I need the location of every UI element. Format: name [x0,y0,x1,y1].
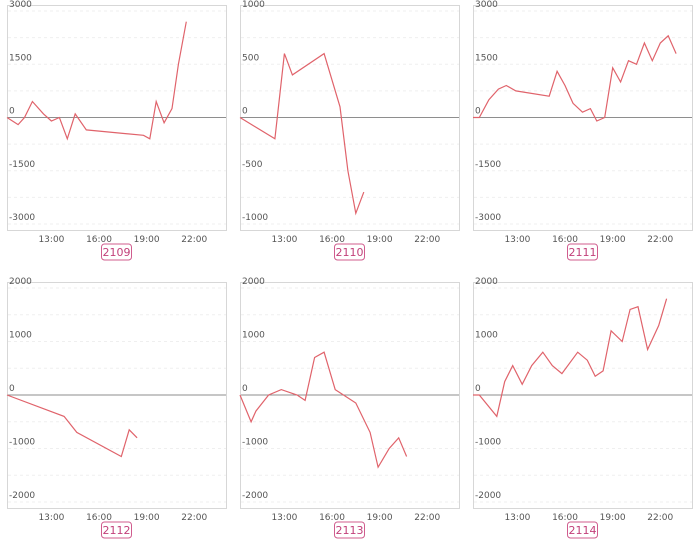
y-tick-label: -1500 [475,160,501,170]
contract-badge-2113[interactable]: 2113 [334,521,365,539]
badge-label: 2113 [336,524,364,537]
x-tick-label: 19:00 [600,513,626,523]
chart-panel-2109: 3000 1500 0 -1500 -3000 13:00 16:00 19:00 22:00 2… [6,0,227,261]
series-line-2113 [239,351,408,469]
y-tick-label: 0 [242,384,248,394]
contract-badge-2111[interactable]: 2111 [567,243,598,261]
y-tick-label: 0 [475,384,481,394]
x-tick-label: 22:00 [181,513,207,523]
badge-frame [101,521,132,539]
badge-frame [334,521,365,539]
y-tick-label: 1000 [475,331,498,341]
x-tick-label: 16:00 [86,513,112,523]
y-tick-label: 3000 [475,0,498,10]
y-tick-label: -3000 [9,213,35,223]
x-tick-label: 22:00 [647,513,673,523]
x-tick-label: 13:00 [504,235,530,245]
badge-label: 2114 [569,524,597,537]
contract-badge-2114[interactable]: 2114 [567,521,598,539]
badge-frame [567,521,598,539]
chart-panel-2112: 2000 1000 0 -1000 -2000 13:00 16:00 19:00 22:00 2… [6,277,227,539]
contract-badge-2110[interactable]: 2110 [334,243,365,261]
x-tick-label: 13:00 [271,513,297,523]
chart-panel-2111: 3000 1500 0 -1500 -3000 13:00 16:00 19:00 22:00 2… [473,0,693,261]
y-tick-label: 3000 [9,0,32,10]
x-tick-label: 13:00 [38,235,64,245]
series-line-2112 [6,394,138,458]
y-tick-label: -1000 [242,213,268,223]
x-tick-label: 22:00 [414,513,440,523]
series-line-2114 [473,298,668,418]
y-tick-label: 0 [475,107,481,117]
chart-panel-2110: 1000 500 0 -500 -1000 13:00 16:00 19:00 22:00 211… [239,0,460,261]
y-tick-label: -2000 [242,491,268,501]
badge-frame [101,243,132,261]
badge-label: 2112 [103,524,131,537]
x-tick-label: 19:00 [134,513,160,523]
badge-frame [567,243,598,261]
x-tick-label: 16:00 [552,513,578,523]
y-tick-label: 1500 [9,53,32,63]
y-tick-label: 1500 [475,53,498,63]
series-line-2111 [473,34,677,122]
y-tick-label: 2000 [9,277,32,287]
chart-panel-2114: 2000 1000 0 -1000 -2000 13:00 16:00 19:00 22:00 2… [473,277,693,539]
y-tick-label: 1000 [242,0,265,10]
y-tick-label: -1500 [9,160,35,170]
y-tick-label: 0 [242,107,248,117]
x-tick-label: 16:00 [86,235,112,245]
y-tick-label: -500 [242,160,263,170]
x-tick-label: 16:00 [319,235,345,245]
badge-label: 2110 [336,246,364,259]
y-tick-label: 500 [242,53,259,63]
y-tick-label: 2000 [242,277,265,287]
x-tick-label: 16:00 [319,513,345,523]
y-tick-label: -2000 [9,491,35,501]
x-tick-label: 19:00 [367,513,393,523]
y-tick-label: 2000 [475,277,498,287]
x-tick-label: 22:00 [647,235,673,245]
x-tick-label: 13:00 [271,235,297,245]
x-tick-label: 13:00 [504,513,530,523]
contract-badge-2109[interactable]: 2109 [101,243,132,261]
badge-frame [334,243,365,261]
series-line-2110 [239,52,365,216]
y-tick-label: -2000 [475,491,501,501]
y-tick-label: 0 [9,107,15,117]
chart-panel-2113: 2000 1000 0 -1000 -2000 13:00 16:00 19:00 22:00 2… [239,277,460,539]
y-tick-label: -1000 [242,438,268,448]
badge-label: 2109 [103,246,131,259]
x-tick-label: 19:00 [134,235,160,245]
x-tick-label: 19:00 [600,235,626,245]
contract-badge-2112[interactable]: 2112 [101,521,132,539]
series-line-2109 [6,21,187,141]
y-tick-label: 1000 [242,331,265,341]
x-tick-label: 22:00 [181,235,207,245]
x-tick-label: 22:00 [414,235,440,245]
y-tick-label: -1000 [475,438,501,448]
x-tick-label: 16:00 [552,235,578,245]
badge-label: 2111 [569,246,597,259]
x-tick-label: 19:00 [367,235,393,245]
y-tick-label: 1000 [9,331,32,341]
x-tick-label: 13:00 [38,513,64,523]
y-tick-label: -1000 [9,438,35,448]
y-tick-label: 0 [9,384,15,394]
y-tick-label: -3000 [475,213,501,223]
